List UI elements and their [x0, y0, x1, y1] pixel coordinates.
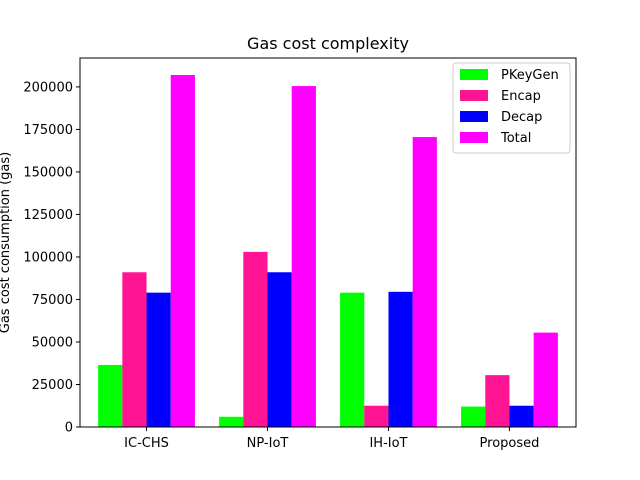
bar-encap-np-iot [243, 251, 268, 427]
bar-decap-np-iot [267, 272, 292, 427]
bar-encap-proposed [485, 375, 510, 427]
bar-total-proposed [533, 332, 558, 427]
bars-group [98, 75, 558, 427]
bar-decap-ih-iot [388, 291, 413, 427]
bar-total-ic-chs [170, 75, 195, 427]
legend-label-decap: Decap [501, 110, 542, 125]
y-tick-label: 125000 [23, 208, 73, 223]
legend-swatch-total [460, 132, 488, 143]
plot-frame [79, 57, 577, 428]
y-tick-label: 150000 [23, 165, 73, 180]
x-tick-label: IC-CHS [124, 436, 169, 451]
bar-total-ih-iot [412, 137, 437, 427]
legend-swatch-decap [460, 111, 488, 122]
bar-pkeygen-np-iot [219, 416, 244, 427]
bar-encap-ic-chs [122, 272, 147, 427]
bar-encap-ih-iot [364, 405, 389, 427]
bar-pkeygen-ih-iot [340, 292, 365, 427]
legend-label-total: Total [500, 131, 531, 146]
bar-decap-proposed [509, 405, 534, 427]
y-tick-label: 175000 [23, 123, 73, 138]
bar-decap-ic-chs [146, 292, 171, 427]
x-axis: IC-CHS NP-IoT IH-IoT Proposed [124, 427, 539, 451]
y-axis-label: Gas cost consumption (gas) [0, 152, 13, 334]
chart-title: Gas cost complexity [247, 34, 409, 53]
y-tick-label: 75000 [32, 293, 73, 308]
y-tick-label: 0 [65, 421, 73, 436]
legend: PKeyGen Encap Decap Total [452, 62, 571, 154]
legend-label-pkeygen: PKeyGen [501, 68, 559, 83]
bar-total-np-iot [291, 86, 316, 427]
y-tick-label: 200000 [23, 80, 73, 95]
bar-pkeygen-proposed [461, 406, 486, 427]
x-tick-label: Proposed [480, 436, 540, 451]
legend-label-encap: Encap [501, 89, 541, 104]
x-tick-label: IH-IoT [369, 436, 407, 451]
bar-pkeygen-ic-chs [98, 364, 123, 427]
legend-box [452, 62, 571, 154]
x-tick-label: NP-IoT [247, 436, 289, 451]
legend-swatch-encap [460, 90, 488, 101]
y-tick-label: 100000 [23, 250, 73, 265]
y-tick-label: 25000 [32, 378, 73, 393]
y-axis: 0 25000 50000 75000 100000 125000 150000 175000… [23, 80, 80, 436]
y-tick-label: 50000 [32, 335, 73, 350]
legend-swatch-pkeygen [460, 69, 488, 80]
